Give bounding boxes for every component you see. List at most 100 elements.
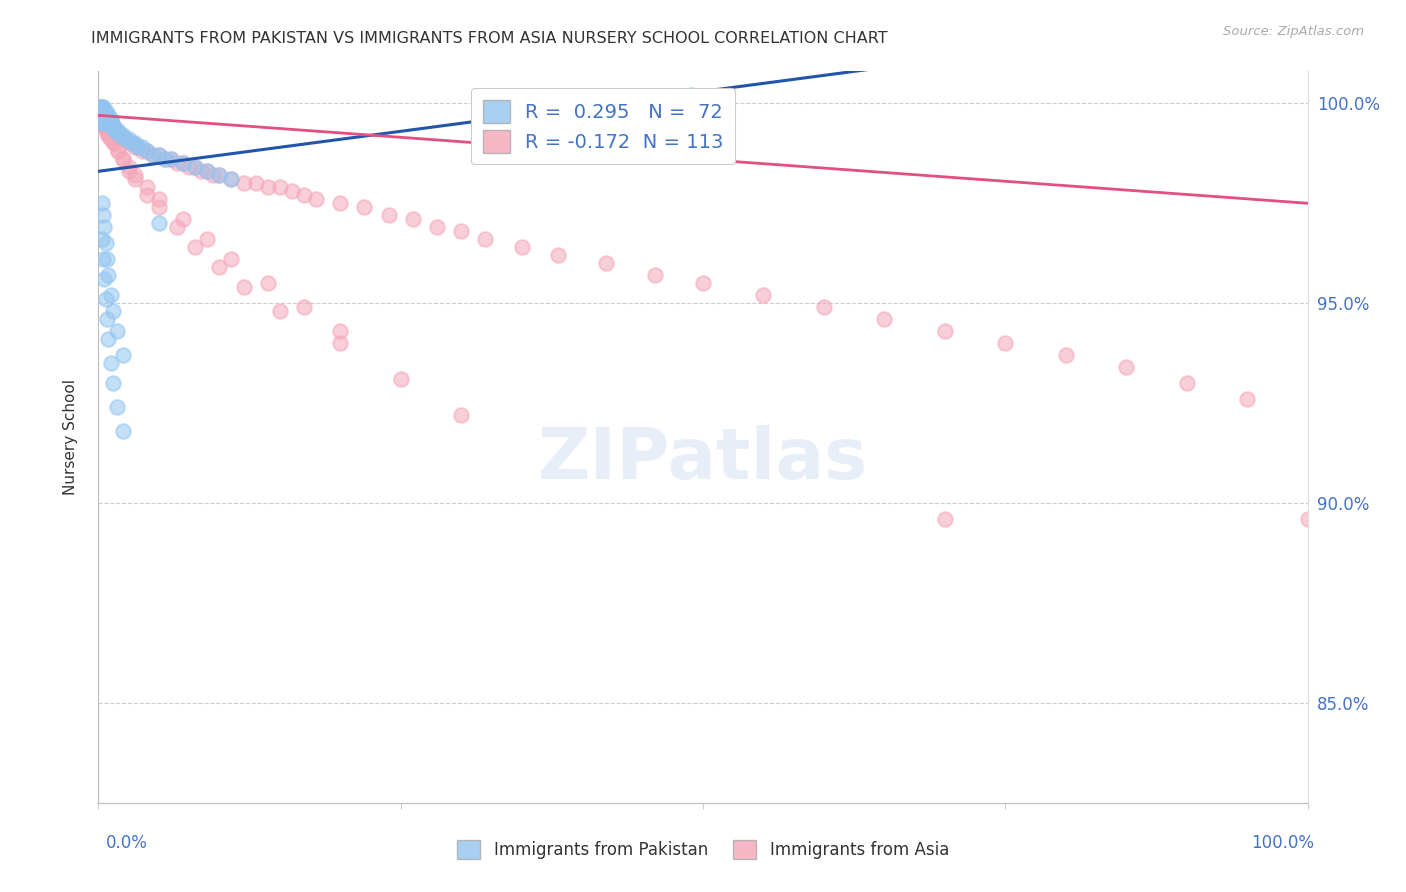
Point: [121, 136, 143, 151]
Point: [118, 136, 141, 151]
Point: [111, 424, 134, 438]
Point: [100, 132, 122, 146]
Point: [692, 276, 714, 290]
Point: [131, 145, 153, 159]
Point: [111, 153, 134, 167]
Point: [107, 124, 129, 138]
Point: [98, 112, 121, 127]
Point: [91, 108, 114, 122]
Point: [91, 208, 114, 222]
Point: [148, 200, 170, 214]
Point: [934, 512, 956, 526]
Point: [127, 140, 149, 154]
Point: [124, 169, 146, 183]
Point: [91, 116, 114, 130]
Point: [94, 108, 117, 122]
Text: ZIPatlas: ZIPatlas: [538, 425, 868, 493]
Point: [93, 108, 115, 122]
Point: [269, 180, 291, 194]
Point: [94, 120, 117, 135]
Point: [111, 348, 134, 362]
Point: [994, 336, 1017, 351]
Point: [111, 132, 134, 146]
Legend: Immigrants from Pakistan, Immigrants from Asia: Immigrants from Pakistan, Immigrants fro…: [449, 831, 957, 868]
Point: [96, 124, 118, 138]
Point: [118, 164, 141, 178]
Point: [96, 312, 118, 326]
Point: [100, 116, 122, 130]
Point: [94, 120, 117, 135]
Point: [135, 188, 157, 202]
Point: [91, 252, 114, 267]
Point: [93, 108, 115, 122]
Point: [166, 220, 188, 235]
Point: [256, 276, 278, 290]
Point: [91, 104, 114, 119]
Point: [1296, 512, 1319, 526]
Point: [91, 112, 114, 127]
Point: [101, 376, 124, 391]
Point: [450, 224, 472, 238]
Point: [160, 153, 183, 167]
Point: [96, 108, 118, 122]
Point: [93, 220, 115, 235]
Point: [195, 164, 218, 178]
Point: [172, 156, 194, 170]
Point: [107, 128, 129, 143]
Point: [94, 108, 117, 122]
Point: [124, 172, 146, 186]
Point: [353, 200, 375, 214]
Y-axis label: Nursery School: Nursery School: [63, 379, 77, 495]
Point: [121, 136, 143, 151]
Point: [96, 112, 118, 127]
Point: [474, 232, 496, 246]
Point: [190, 164, 212, 178]
Point: [547, 248, 569, 262]
Point: [98, 116, 121, 130]
Point: [91, 108, 114, 122]
Point: [934, 324, 956, 338]
Point: [179, 161, 201, 175]
Point: [97, 112, 120, 127]
Point: [131, 140, 153, 154]
Text: Source: ZipAtlas.com: Source: ZipAtlas.com: [1223, 25, 1364, 38]
Point: [172, 212, 194, 227]
Point: [644, 268, 666, 283]
Point: [142, 148, 165, 162]
Point: [103, 136, 125, 151]
Point: [221, 172, 243, 186]
Point: [135, 180, 157, 194]
Point: [101, 304, 124, 318]
Point: [329, 324, 352, 338]
Point: [111, 153, 134, 167]
Point: [91, 232, 114, 246]
Point: [118, 161, 141, 175]
Point: [103, 120, 125, 135]
Point: [91, 112, 114, 127]
Point: [813, 300, 835, 314]
Point: [172, 156, 194, 170]
Point: [91, 116, 114, 130]
Point: [195, 164, 218, 178]
Point: [329, 196, 352, 211]
Point: [292, 300, 315, 314]
Text: 0.0%: 0.0%: [105, 834, 148, 852]
Point: [402, 212, 425, 227]
Point: [873, 312, 896, 326]
Point: [94, 236, 117, 251]
Point: [100, 116, 122, 130]
Point: [90, 104, 112, 119]
Point: [97, 108, 120, 122]
Point: [208, 260, 231, 275]
Point: [148, 192, 170, 206]
Point: [160, 153, 183, 167]
Point: [108, 128, 131, 143]
Point: [752, 288, 775, 302]
Point: [281, 184, 304, 198]
Point: [104, 124, 127, 138]
Point: [1115, 360, 1137, 375]
Point: [91, 112, 114, 127]
Point: [135, 145, 157, 159]
Point: [101, 120, 124, 135]
Point: [245, 176, 267, 190]
